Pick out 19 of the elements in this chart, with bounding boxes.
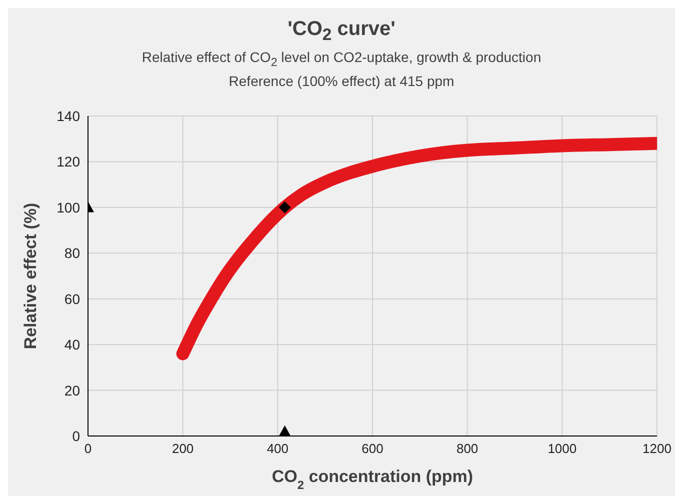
y-tick-label: 60 [64, 290, 80, 307]
y-axis-title: Relative effect (%) [21, 202, 40, 350]
y-tick-label: 120 [56, 154, 80, 170]
x-axis-title: CO$_{2}$ concentration (ppm) [272, 467, 474, 492]
x-tick-label: 400 [266, 441, 289, 456]
y-tick-label: 100 [56, 199, 80, 216]
chart-title: 'CO$_{2}$ curve' [286, 18, 396, 45]
y-tick-label: 20 [64, 382, 80, 398]
x-tick-label: 600 [362, 441, 384, 456]
y-tick-label: 80 [64, 245, 80, 262]
chart-subtitle: Relative effect of CO$_{2}$ level on CO2-uptake, growth & production Reference (100% effect) at 415 ppm [140, 49, 542, 89]
x-tick-label: 0 [84, 441, 92, 456]
x-tick-label: 800 [456, 441, 478, 456]
x-tick-label: 1200 [642, 441, 672, 456]
x-tick-label: 1000 [548, 441, 577, 456]
y-tick-label: 0 [72, 428, 80, 444]
x-tick-label: 200 [172, 441, 194, 456]
y-tick-label: 140 [56, 108, 80, 124]
y-tick-label: 40 [64, 336, 80, 353]
